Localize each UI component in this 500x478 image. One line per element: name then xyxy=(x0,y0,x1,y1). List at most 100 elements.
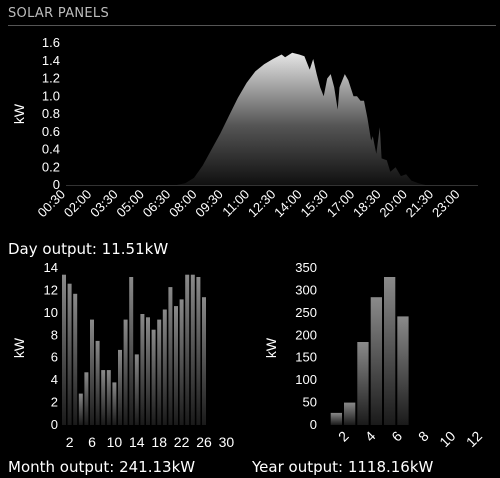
day-y-tick-label: 0.4 xyxy=(42,142,60,157)
year-y-tick-label: 100 xyxy=(295,372,317,387)
day-x-tick-label: 20:00 xyxy=(376,187,410,221)
month-y-tick-label: 14 xyxy=(44,260,58,275)
year-x-tick-label: 12 xyxy=(463,428,485,450)
day-y-tick-label: 0.6 xyxy=(42,124,60,139)
month-y-tick-label: 10 xyxy=(44,305,58,320)
year-x-tick-label: 6 xyxy=(388,428,405,445)
day-x-tick-label: 09:30 xyxy=(192,187,226,221)
year-y-tick-label: 150 xyxy=(295,350,317,365)
year-bar xyxy=(384,277,396,425)
day-x-tick-label: 11:00 xyxy=(219,187,252,220)
day-y-axis-label: kW xyxy=(11,103,27,124)
month-x-tick-label: 22 xyxy=(174,434,190,450)
day-x-tick-label: 21:30 xyxy=(403,187,437,221)
month-output-label: Month output: 241.13kW xyxy=(8,458,196,476)
day-x-tick-label: 05:00 xyxy=(113,187,147,221)
day-y-tick-label: 1.0 xyxy=(42,88,60,103)
month-bar xyxy=(129,277,134,425)
year-y-tick-label: 250 xyxy=(295,305,317,320)
month-y-tick-label: 2 xyxy=(51,395,58,410)
month-bar xyxy=(168,287,173,425)
month-bar xyxy=(73,293,78,425)
year-y-tick-label: 50 xyxy=(303,395,317,410)
month-bar xyxy=(185,274,190,425)
day-y-tick-label: 0 xyxy=(53,177,60,192)
year-bar xyxy=(357,342,369,425)
year-bar xyxy=(330,412,342,425)
month-bar xyxy=(95,340,100,425)
day-output-area xyxy=(176,52,426,185)
month-x-tick-label: 14 xyxy=(129,434,145,450)
month-x-tick-label: 26 xyxy=(196,434,212,450)
month-bar xyxy=(196,277,201,425)
year-x-tick-label: 2 xyxy=(335,428,352,445)
month-bar xyxy=(140,314,145,425)
month-bar xyxy=(90,319,94,425)
year-x-tick-label: 10 xyxy=(436,428,458,450)
day-x-tick-label: 00:30 xyxy=(35,187,69,221)
month-bar xyxy=(123,319,128,425)
day-x-tick-label: 12:30 xyxy=(245,187,279,221)
year-y-tick-label: 300 xyxy=(295,282,317,297)
year-bar xyxy=(370,297,382,425)
day-x-tick-label: 02:00 xyxy=(61,187,95,221)
month-y-tick-label: 6 xyxy=(51,350,58,365)
month-x-tick-label: 6 xyxy=(88,434,96,450)
year-bar xyxy=(344,402,356,425)
year-y-tick-label: 350 xyxy=(295,260,317,275)
month-bar xyxy=(78,393,83,425)
year-x-tick-label: 8 xyxy=(415,428,432,445)
month-x-tick-label: 2 xyxy=(66,434,74,450)
day-x-tick-label: 23:00 xyxy=(429,187,463,221)
day-x-tick-label: 03:30 xyxy=(87,187,121,221)
day-output-chart: 0 0.2 0.4 0.6 0.8 1.0 1.2 1.4 1.6 kW 00:3002:0003:… xyxy=(11,35,478,220)
month-bar xyxy=(67,283,72,425)
month-bar xyxy=(190,274,195,425)
day-x-tick-label: 14:00 xyxy=(271,187,305,221)
day-y-tick-label: 1.4 xyxy=(42,53,60,68)
day-x-tick-label: 17:00 xyxy=(324,187,358,221)
day-y-tick-label: 0.2 xyxy=(42,159,60,174)
month-bar xyxy=(157,319,162,425)
month-bar xyxy=(118,349,122,425)
month-x-tick-label: 18 xyxy=(151,434,167,450)
month-bar xyxy=(151,329,156,425)
month-bar xyxy=(62,274,66,425)
month-bar xyxy=(101,370,106,425)
year-y-tick-label: 0 xyxy=(310,417,317,432)
month-y-tick-label: 4 xyxy=(51,372,58,387)
day-y-tick-label: 1.2 xyxy=(42,71,60,86)
month-bar xyxy=(106,370,111,425)
day-x-tick-label: 15:30 xyxy=(297,187,331,221)
month-x-tick-label: 10 xyxy=(107,434,123,450)
month-y-tick-label: 12 xyxy=(44,282,58,297)
day-x-tick-label: 06:30 xyxy=(140,187,174,221)
year-output-label: Year output: 1118.16kW xyxy=(252,458,434,476)
year-bar xyxy=(397,316,409,425)
day-y-tick-label: 0.8 xyxy=(42,106,60,121)
year-output-chart: 0 50 100 150 200 250 300 350 kW 2 4 6 8 10 12 xyxy=(263,260,485,450)
month-y-axis-label: kW xyxy=(11,337,27,358)
day-y-tick-label: 1.6 xyxy=(42,35,60,50)
month-bar xyxy=(174,306,178,425)
month-bar xyxy=(112,382,117,425)
month-bar xyxy=(134,354,139,425)
month-x-tick-label: 30 xyxy=(219,434,235,450)
title-divider xyxy=(8,25,496,26)
day-x-tick-label: 18:30 xyxy=(350,187,384,221)
month-y-tick-label: 0 xyxy=(51,417,58,432)
month-bar xyxy=(162,309,167,425)
month-y-tick-label: 8 xyxy=(51,327,58,342)
panel-title: SOLAR PANELS xyxy=(8,6,110,21)
month-bar xyxy=(146,317,150,425)
year-x-tick-label: 4 xyxy=(362,428,379,445)
month-bar xyxy=(202,297,206,425)
month-bar xyxy=(179,299,184,425)
day-output-label: Day output: 11.51kW xyxy=(8,240,169,258)
year-y-axis-label: kW xyxy=(263,337,279,358)
month-bar xyxy=(84,372,89,425)
year-y-tick-label: 200 xyxy=(295,327,317,342)
day-x-tick-label: 08:00 xyxy=(166,187,200,221)
